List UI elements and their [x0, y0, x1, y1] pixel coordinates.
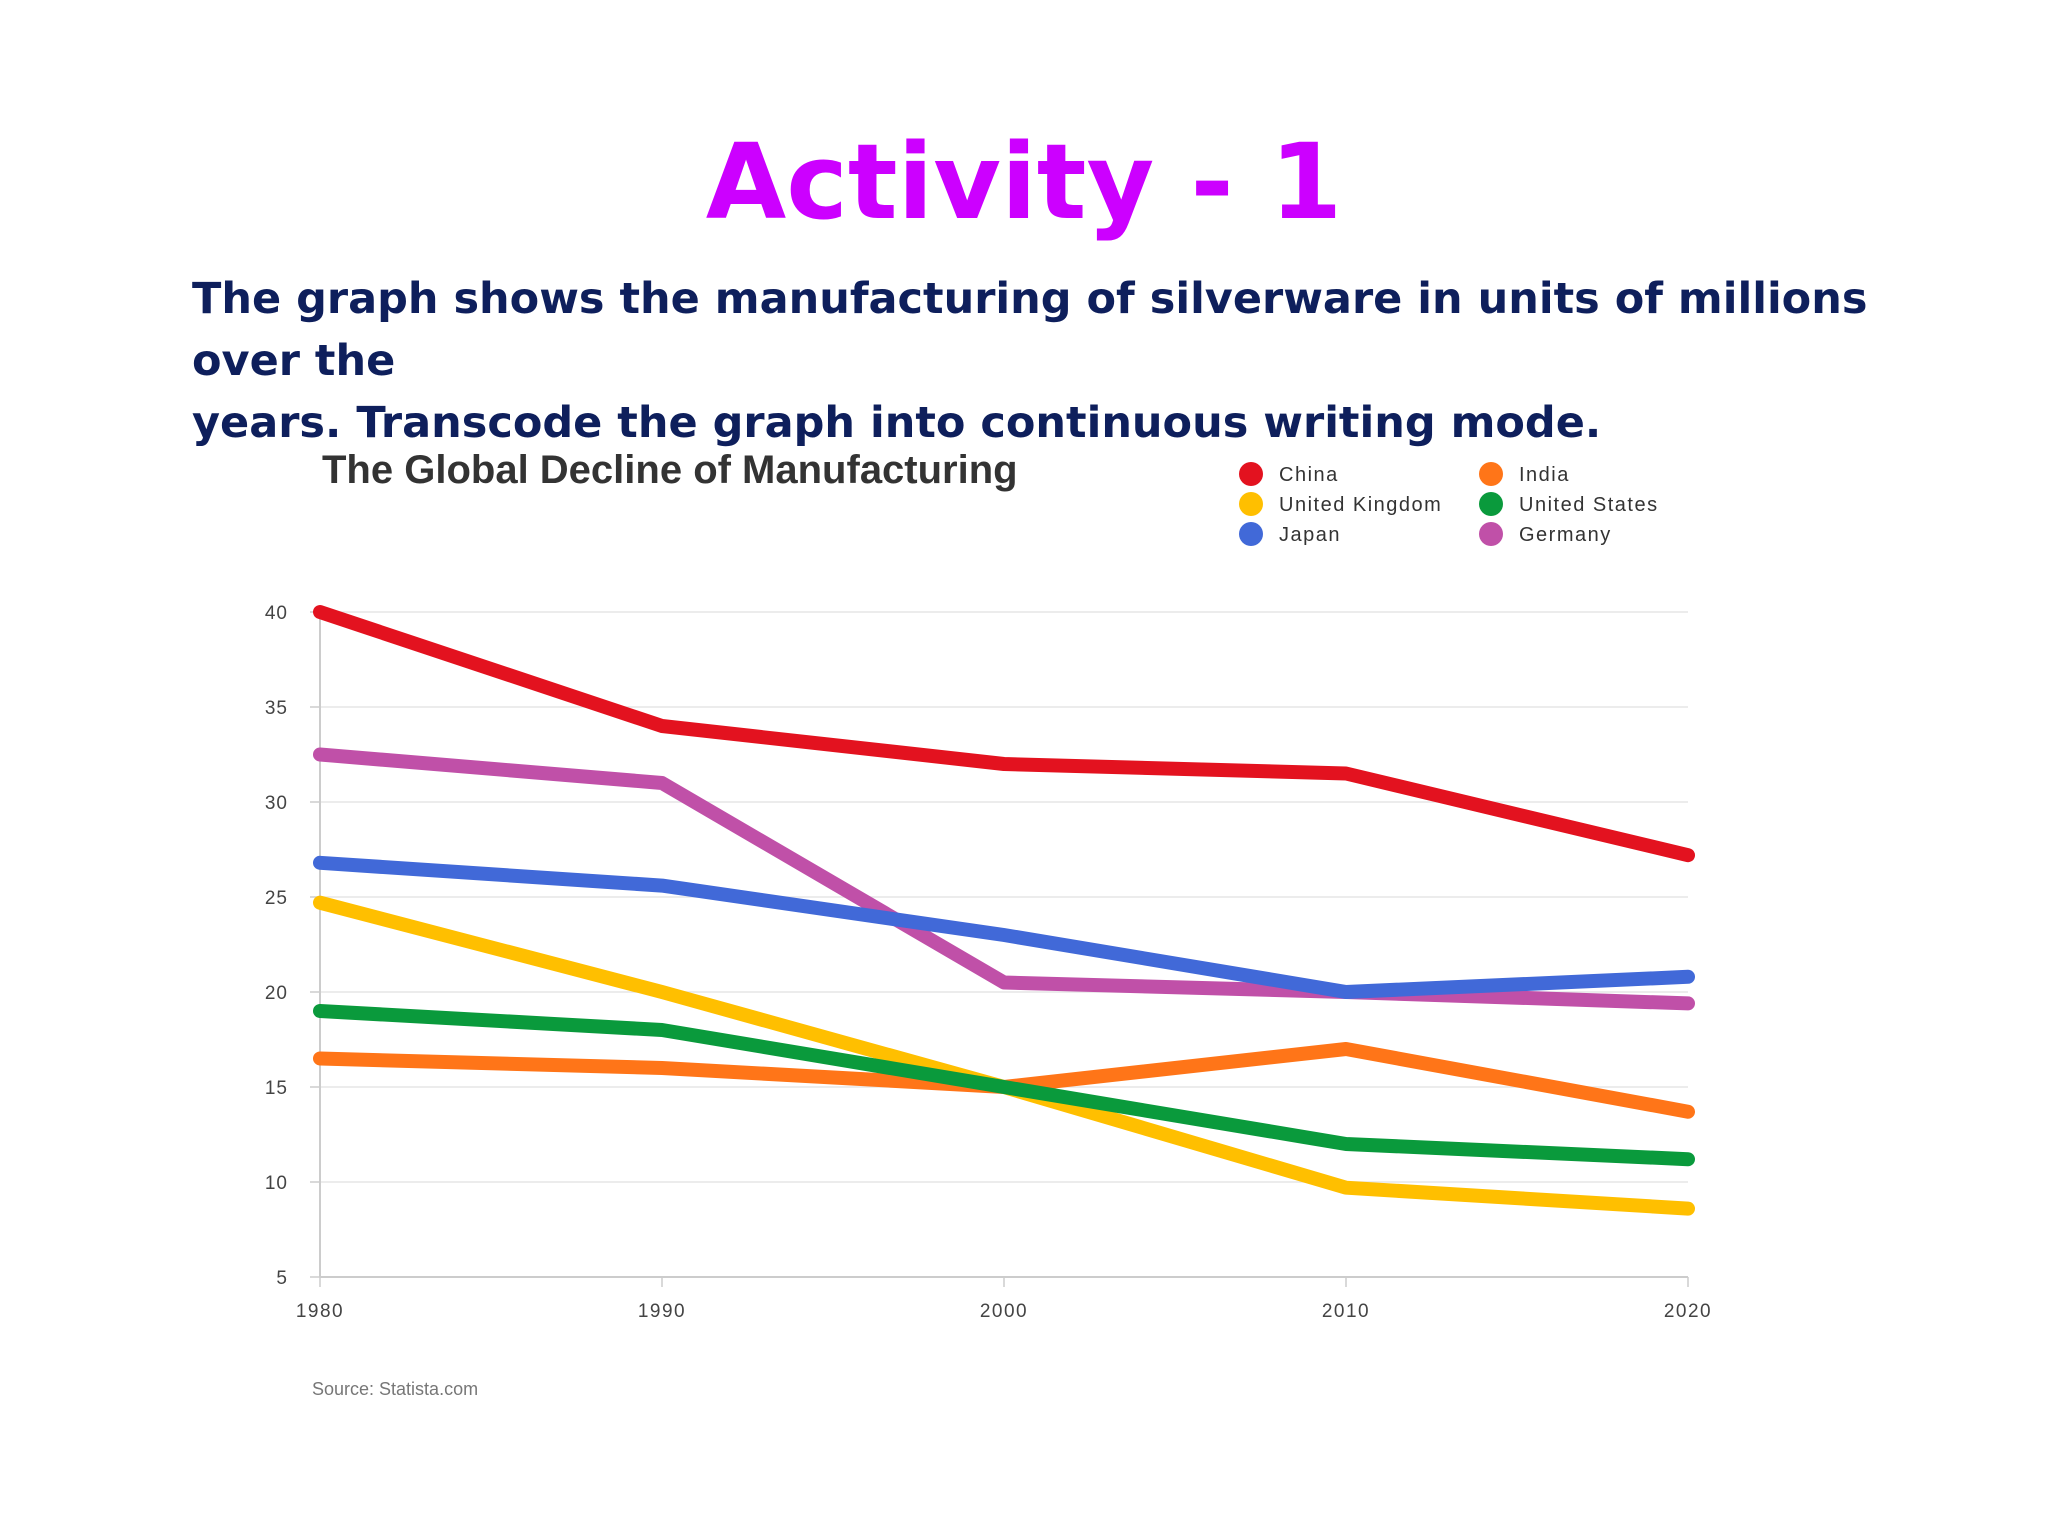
legend-marker-united-states — [1479, 492, 1503, 516]
y-tick-label: 5 — [276, 1268, 288, 1289]
y-tick-label: 30 — [265, 793, 288, 814]
instruction-line-1: The graph shows the manufacturing of sil… — [192, 274, 1868, 386]
legend-marker-germany — [1479, 522, 1503, 546]
x-tick-label: 2000 — [980, 1301, 1028, 1322]
y-tick-label: 15 — [265, 1078, 288, 1099]
slide-title: Activity - 1 — [705, 121, 1343, 243]
legend-marker-japan — [1239, 522, 1263, 546]
axes: 5 10 15 20 25 30 35 40 1980 1990 2000 2010 2020 — [265, 603, 1712, 1322]
chart-source: Source: Statista.com — [312, 1379, 478, 1399]
series-line-united-states — [313, 1004, 1695, 1167]
activity-instructions: The graph shows the manufacturing of sil… — [192, 268, 1892, 454]
legend-label-india: India — [1519, 464, 1570, 486]
legend: China India United Kingdom United States Jap… — [1239, 462, 1659, 546]
legend-label-germany: Germany — [1519, 524, 1612, 546]
legend-label-china: China — [1279, 464, 1339, 486]
legend-marker-india — [1479, 462, 1503, 486]
instruction-line-2: years. Transcode the graph into continuo… — [192, 398, 1602, 448]
chart-title: The Global Decline of Manufacturing — [322, 448, 1018, 492]
y-tick-label: 10 — [265, 1173, 288, 1194]
x-tick-label: 2020 — [1664, 1301, 1712, 1322]
series-line-china — [313, 605, 1695, 863]
legend-label-united-states: United States — [1519, 494, 1659, 516]
legend-label-united-kingdom: United Kingdom — [1279, 494, 1442, 516]
y-tick-label: 25 — [265, 888, 288, 909]
legend-marker-china — [1239, 462, 1263, 486]
series-line-germany — [313, 747, 1695, 1011]
series-line-united-kingdom — [313, 895, 1695, 1216]
x-tick-label: 2010 — [1322, 1301, 1370, 1322]
legend-marker-united-kingdom — [1239, 492, 1263, 516]
y-tick-label: 40 — [265, 603, 288, 624]
y-tick-label: 20 — [265, 983, 288, 1004]
y-tick-label: 35 — [265, 698, 288, 719]
x-tick-label: 1980 — [296, 1301, 344, 1322]
gridlines — [320, 611, 1688, 1183]
legend-label-japan: Japan — [1279, 524, 1341, 546]
series-line-japan — [313, 855, 1695, 999]
x-tick-label: 1990 — [638, 1301, 686, 1322]
series-lines — [313, 605, 1695, 1216]
